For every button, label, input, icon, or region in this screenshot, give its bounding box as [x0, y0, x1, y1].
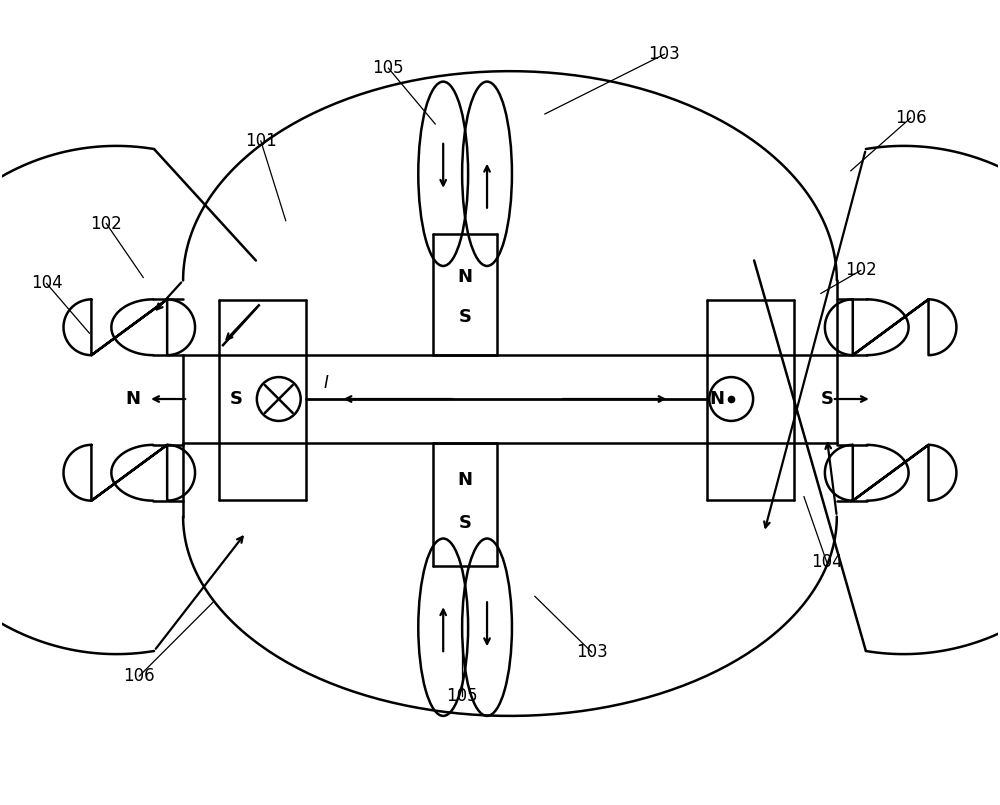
Text: 105: 105 — [446, 687, 478, 705]
Text: 102: 102 — [845, 262, 877, 279]
Text: S: S — [229, 390, 242, 408]
Text: N: N — [458, 268, 473, 287]
Text: 105: 105 — [373, 59, 404, 77]
Text: 103: 103 — [649, 45, 680, 64]
Text: 101: 101 — [245, 132, 277, 150]
Text: 103: 103 — [576, 643, 608, 661]
Text: 104: 104 — [31, 275, 62, 292]
Text: S: S — [459, 308, 472, 326]
Text: 104: 104 — [811, 554, 843, 572]
Text: S: S — [459, 514, 472, 531]
Text: 102: 102 — [90, 215, 122, 233]
Text: N: N — [126, 390, 141, 408]
Text: 106: 106 — [895, 109, 926, 127]
Text: S: S — [820, 390, 833, 408]
Text: 106: 106 — [123, 667, 155, 685]
Text: N: N — [458, 471, 473, 489]
Text: I: I — [323, 374, 328, 392]
Text: N: N — [710, 390, 725, 408]
